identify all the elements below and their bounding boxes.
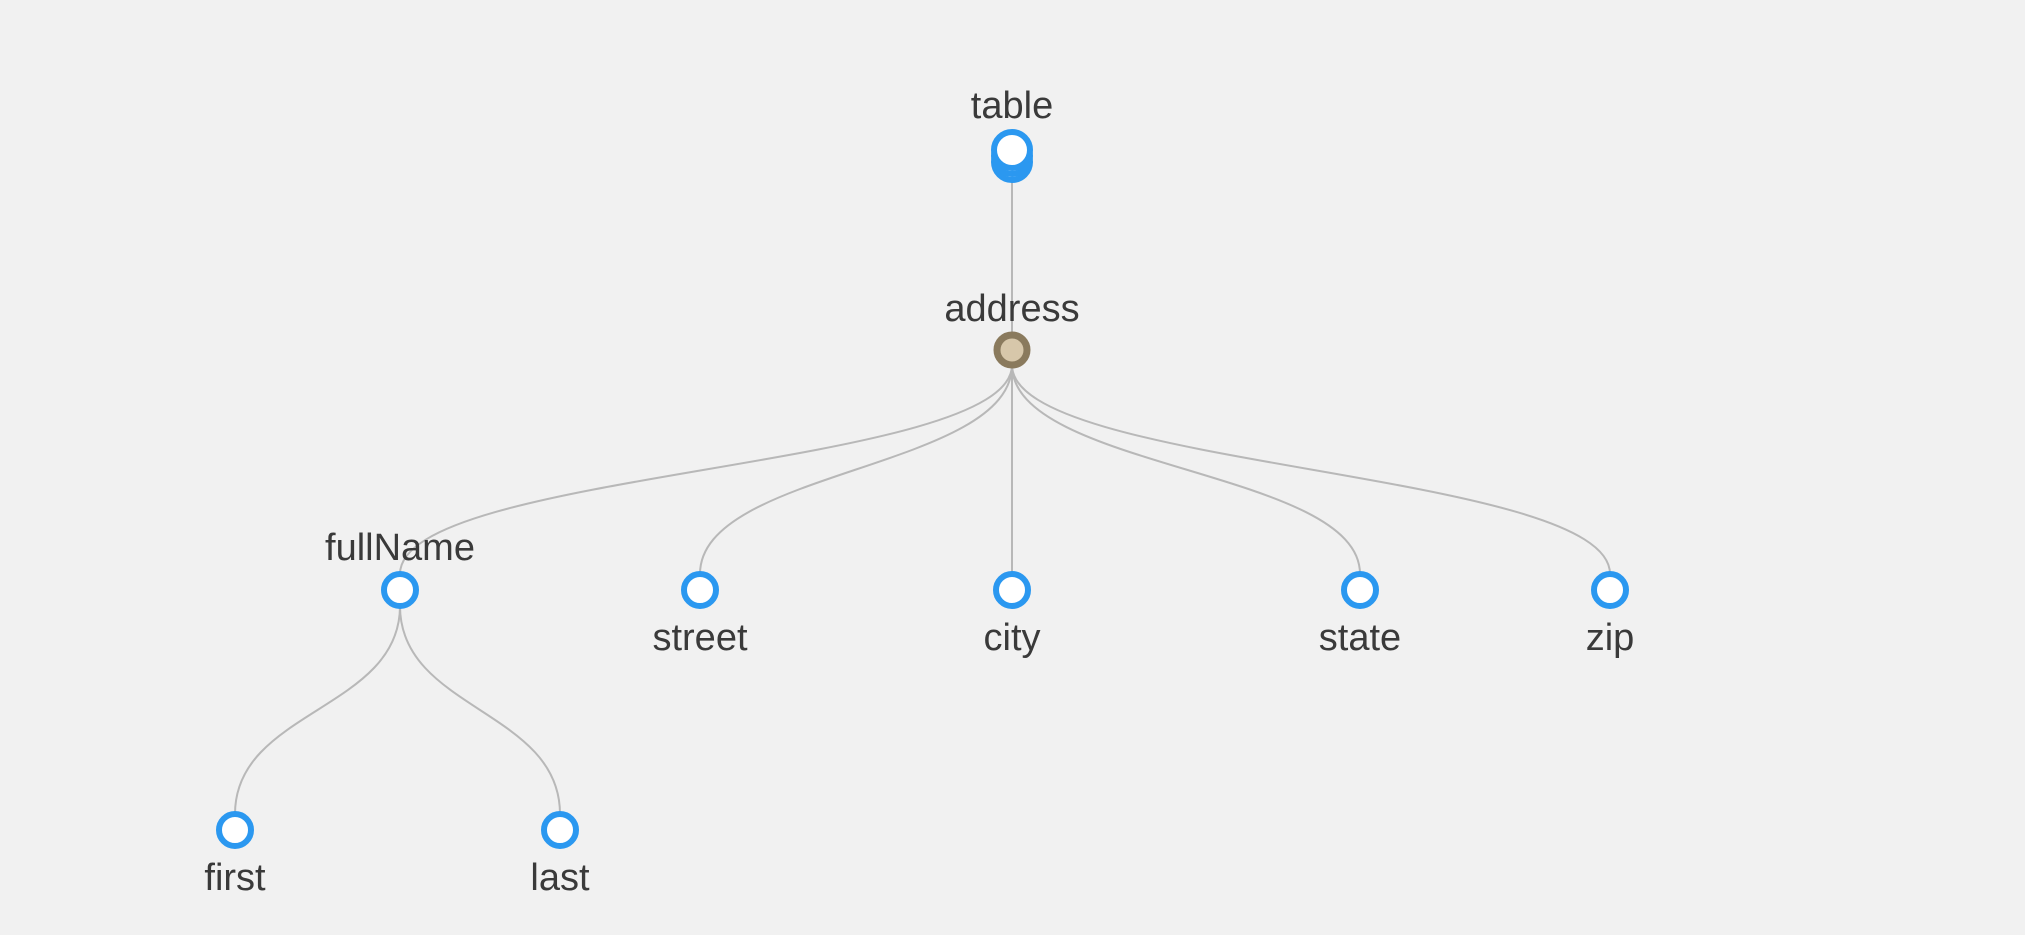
edge-address-zip — [1012, 365, 1610, 574]
node-fullName: fullName — [325, 527, 475, 606]
node-address: address — [944, 288, 1079, 365]
schema-tree-diagram: table address fullName street city state zip fi… — [0, 0, 2025, 935]
field-icon — [219, 814, 251, 846]
node-state: state — [1319, 574, 1401, 659]
node-table: table — [971, 85, 1053, 180]
node-city: city — [984, 574, 1041, 659]
edge-address-fullName — [400, 365, 1012, 574]
node-zip: zip — [1586, 574, 1635, 659]
edge-address-street — [700, 365, 1012, 574]
node-label-state: state — [1319, 617, 1401, 659]
node-label-zip: zip — [1586, 617, 1635, 659]
nodes-layer: table address fullName street city state zip fi… — [204, 85, 1634, 899]
node-street: street — [652, 574, 747, 659]
object-icon — [997, 335, 1027, 365]
node-last: last — [530, 814, 590, 899]
node-label-last: last — [530, 857, 590, 899]
node-label-street: street — [652, 617, 747, 659]
node-first: first — [204, 814, 266, 899]
node-label-city: city — [984, 617, 1041, 659]
node-label-address: address — [944, 288, 1079, 330]
node-label-fullName: fullName — [325, 527, 475, 569]
field-icon — [1594, 574, 1626, 606]
node-label-table: table — [971, 85, 1053, 127]
field-icon — [684, 574, 716, 606]
field-icon — [384, 574, 416, 606]
field-icon — [1344, 574, 1376, 606]
edge-fullName-first — [235, 606, 400, 814]
field-icon — [544, 814, 576, 846]
field-icon — [996, 574, 1028, 606]
table-icon — [994, 132, 1030, 168]
node-label-first: first — [204, 857, 266, 899]
edge-fullName-last — [400, 606, 560, 814]
edges-layer — [235, 168, 1610, 814]
